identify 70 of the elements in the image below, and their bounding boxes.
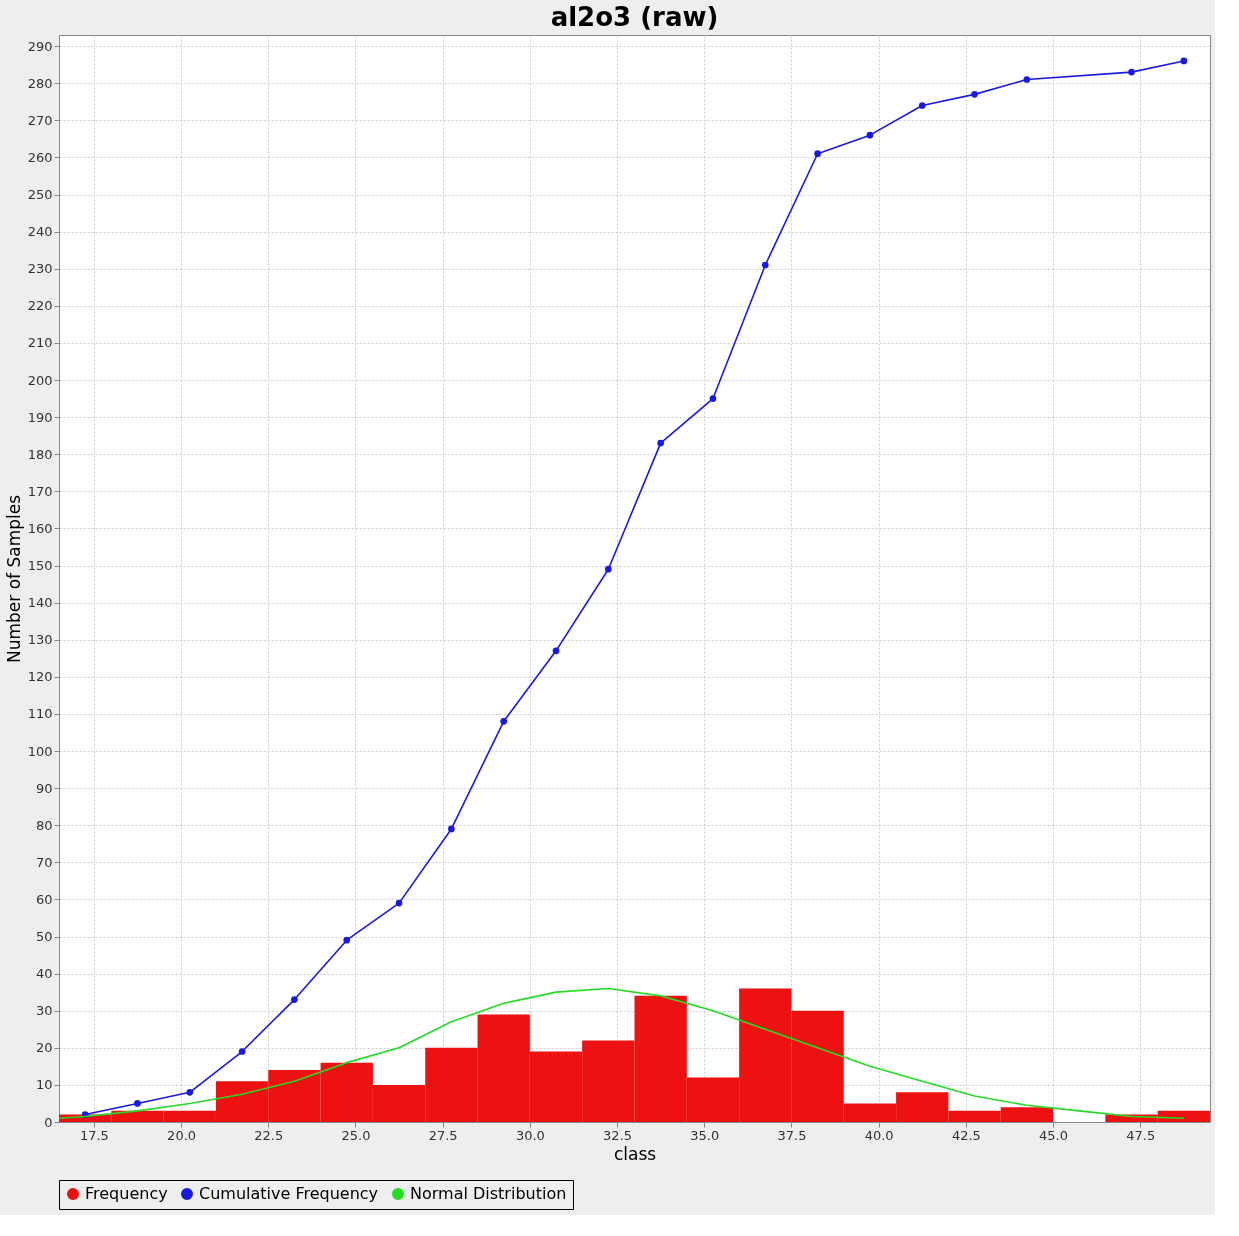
y-tick-label: 170 [27,483,53,499]
y-tick-label: 230 [27,261,53,277]
point [1023,76,1031,83]
y-tick-label: 90 [35,780,53,796]
y-tick-label: 140 [27,595,53,611]
x-tick-label: 27.5 [428,1127,458,1143]
y-tick-label: 10 [35,1077,53,1093]
y-tick-label: 60 [35,891,53,907]
x-tick-label: 47.5 [1126,1127,1156,1143]
point [866,131,874,139]
x-tick-label: 30.0 [515,1127,545,1143]
y-tick-label: 130 [27,632,53,648]
y-tick-label: 240 [27,224,53,240]
y-tick-label: 280 [27,75,53,91]
point [918,102,926,109]
point [395,899,403,907]
x-tick-label: 20.0 [167,1127,197,1143]
y-tick-label: 190 [27,409,53,425]
y-tick-label: 290 [27,38,53,54]
y-tick-label: 100 [27,743,53,759]
x-tick-label: 37.5 [777,1127,807,1143]
point [1180,57,1188,65]
y-tick-label: 80 [35,817,53,833]
point [343,936,351,944]
point [448,825,455,833]
legend-label: Cumulative Frequency [199,1184,379,1203]
y-axis-title: Number of Samples [3,494,24,664]
x-tick-label: 40.0 [864,1127,894,1143]
chart-title: al2o3 (raw) [550,2,719,32]
x-tick-label: 22.5 [254,1127,284,1143]
y-tick-label: 110 [27,706,53,722]
y-tick-label: 250 [27,187,53,203]
y-tick-label: 0 [44,1114,53,1130]
point [134,1100,141,1107]
x-axis-title: class [613,1143,657,1164]
y-tick-label: 50 [35,929,53,945]
point [709,395,717,402]
point [814,150,821,158]
point [552,647,560,655]
point [1128,68,1135,76]
x-tick-label: 35.0 [690,1127,720,1143]
point [971,91,978,98]
x-tick-label: 25.0 [341,1127,371,1143]
legend-label: Normal Distribution [410,1184,567,1203]
x-tick-label: 32.5 [603,1127,633,1143]
point [761,261,769,269]
y-tick-label: 180 [27,446,53,462]
y-tick-label: 40 [35,966,53,982]
y-tick-label: 260 [27,149,53,165]
y-tick-label: 150 [27,558,53,574]
y-tick-label: 120 [27,669,53,685]
x-tick-label: 45.0 [1039,1127,1069,1143]
point [500,717,508,725]
legend-label: Frequency [85,1184,168,1203]
y-tick-label: 200 [27,372,53,388]
point [238,1048,246,1055]
line-series [58,987,1185,1120]
point [604,565,612,573]
y-tick-label: 210 [27,335,53,351]
point [186,1088,194,1096]
y-tick-label: 30 [35,1003,53,1019]
point [291,996,298,1003]
y-tick-label: 160 [27,520,53,536]
x-tick-label: 17.5 [79,1127,109,1143]
point [657,439,665,447]
y-tick-label: 270 [27,112,53,128]
y-tick-label: 220 [27,298,53,314]
y-tick-label: 20 [35,1040,53,1056]
x-tick-label: 42.5 [951,1127,981,1143]
y-tick-label: 70 [35,854,53,870]
